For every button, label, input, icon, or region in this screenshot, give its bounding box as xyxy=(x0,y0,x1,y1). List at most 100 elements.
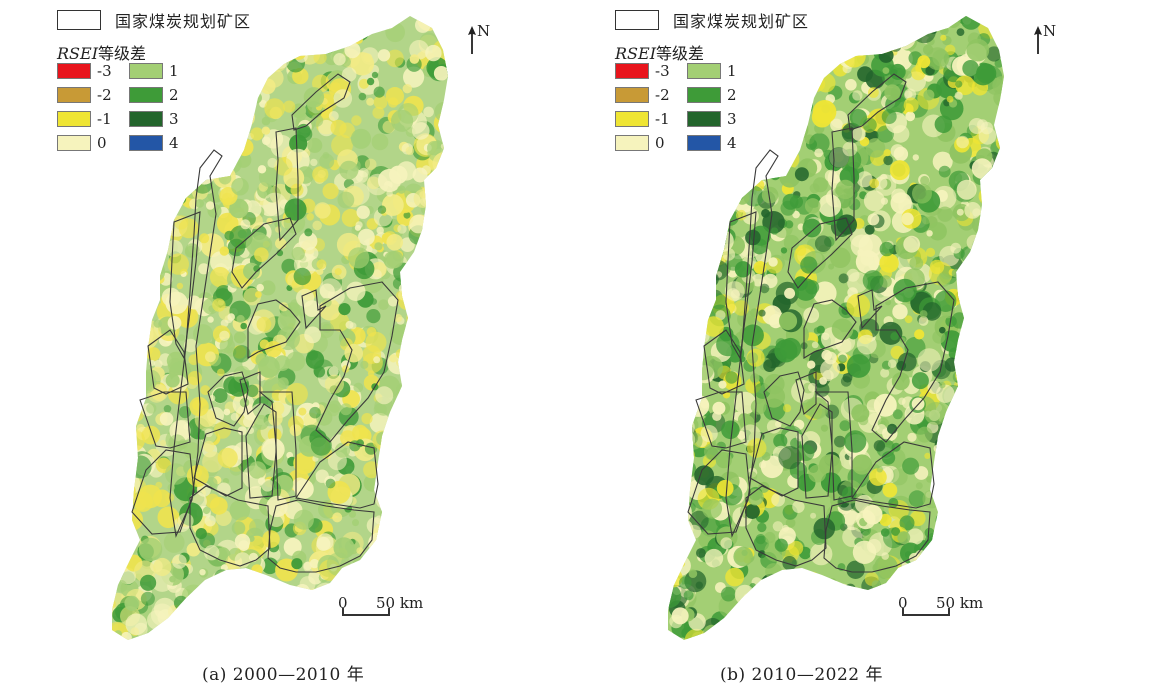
legend-value-label: 3 xyxy=(169,110,179,128)
mining-area-boundaries xyxy=(131,73,399,573)
mining-area-outline[interactable] xyxy=(745,485,827,567)
mining-area-outline[interactable] xyxy=(787,217,853,289)
legend-value-label: -1 xyxy=(655,110,670,128)
mining-area-outline[interactable] xyxy=(239,371,261,415)
mining-area-outline[interactable] xyxy=(315,281,399,443)
map-legend: 国家煤炭规划矿区 RSEI等级差 -3 1 -2 2 -1 3 0 4 xyxy=(57,8,251,152)
legend-swatch xyxy=(129,63,163,79)
legend-swatch xyxy=(57,63,91,79)
north-label: N xyxy=(477,22,491,40)
legend-swatch xyxy=(687,87,721,103)
legend-boundary-entry: 国家煤炭规划矿区 xyxy=(615,8,809,32)
north-label: N xyxy=(1043,22,1057,40)
legend-value-label: 4 xyxy=(169,134,179,152)
mining-area-outline[interactable] xyxy=(703,329,745,395)
mining-area-outline[interactable] xyxy=(291,73,351,131)
mining-area-outline[interactable] xyxy=(169,211,201,360)
legend-item: -3 xyxy=(615,62,687,80)
region-map-a[interactable] xyxy=(0,0,575,688)
legend-value-label: 2 xyxy=(169,86,179,104)
boundary-label: 国家煤炭规划矿区 xyxy=(673,12,810,31)
legend-value-label: 1 xyxy=(727,62,737,80)
legend-item: -1 xyxy=(57,110,129,128)
mining-area-outline[interactable] xyxy=(207,371,249,427)
mining-area-outline[interactable] xyxy=(147,329,189,395)
legend-title: RSEI等级差 xyxy=(57,44,147,63)
mining-area-outline[interactable] xyxy=(131,449,195,535)
legend-value-label: 2 xyxy=(727,86,737,104)
scale-bar: 0 50 km xyxy=(898,594,1018,622)
mining-area-outline[interactable] xyxy=(851,441,935,509)
legend-item: 4 xyxy=(687,134,747,152)
mining-area-outline[interactable] xyxy=(871,281,955,443)
legend-item: -2 xyxy=(615,86,687,104)
legend-swatch xyxy=(687,135,721,151)
boundary-swatch xyxy=(57,10,101,30)
legend-item: 0 xyxy=(57,134,129,152)
mining-area-outline[interactable] xyxy=(795,371,817,415)
scale-bar: 0 50 km xyxy=(338,594,458,622)
legend-item: 3 xyxy=(687,110,747,128)
legend-item: -3 xyxy=(57,62,129,80)
mining-area-outline[interactable] xyxy=(847,73,907,131)
mining-area-outline[interactable] xyxy=(189,485,271,567)
legend-swatch xyxy=(615,87,649,103)
mining-area-outline[interactable] xyxy=(687,449,751,535)
legend-value-label: 3 xyxy=(727,110,737,128)
legend-swatch xyxy=(687,63,721,79)
legend-item: 3 xyxy=(129,110,189,128)
mining-area-outline[interactable] xyxy=(749,427,799,497)
legend-boundary-entry: 国家煤炭规划矿区 xyxy=(57,8,251,32)
legend-item: 2 xyxy=(129,86,189,104)
mining-area-outline[interactable] xyxy=(295,441,379,509)
mining-area-outline[interactable] xyxy=(763,371,805,427)
north-arrow-icon xyxy=(468,26,476,54)
legend-value-label: -3 xyxy=(97,62,112,80)
boundary-label: 国家煤炭规划矿区 xyxy=(115,12,252,31)
legend-item: 1 xyxy=(687,62,747,80)
legend-classes: -3 1 -2 2 -1 3 0 4 xyxy=(57,62,251,152)
mining-area-outline[interactable] xyxy=(814,391,853,501)
legend-value-label: -2 xyxy=(655,86,670,104)
mining-area-outline[interactable] xyxy=(695,391,747,449)
legend-swatch xyxy=(615,111,649,127)
legend-swatch xyxy=(129,111,163,127)
legend-swatch xyxy=(57,111,91,127)
mining-area-outline[interactable] xyxy=(247,299,301,359)
legend-swatch xyxy=(615,63,649,79)
mining-area-outline[interactable] xyxy=(275,127,299,242)
legend-value-label: -2 xyxy=(97,86,112,104)
mining-area-outline[interactable] xyxy=(258,391,297,501)
legend-item: 1 xyxy=(129,62,189,80)
legend-swatch xyxy=(57,87,91,103)
legend-value-label: 0 xyxy=(655,134,665,152)
map-panel-a: 国家煤炭规划矿区 RSEI等级差 -3 1 -2 2 -1 3 0 4 N 0 50 km (… xyxy=(0,0,575,688)
mining-area-outline[interactable] xyxy=(725,211,757,360)
caption-b: (b) 2010—2022 年 xyxy=(720,665,883,685)
mining-area-outline[interactable] xyxy=(231,217,297,289)
boundary-swatch xyxy=(615,10,659,30)
legend-value-label: 1 xyxy=(169,62,179,80)
legend-value-label: -1 xyxy=(97,110,112,128)
legend-item: 4 xyxy=(129,134,189,152)
mining-area-outline[interactable] xyxy=(301,289,327,330)
map-panel-b: 国家煤炭规划矿区 RSEI等级差 -3 1 -2 2 -1 3 0 4 N 0 50 km (… xyxy=(558,0,1133,688)
legend-item: 0 xyxy=(615,134,687,152)
mining-area-outline[interactable] xyxy=(139,391,191,449)
legend-swatch xyxy=(129,87,163,103)
legend-swatch xyxy=(615,135,649,151)
legend-item: -1 xyxy=(615,110,687,128)
mining-area-outline[interactable] xyxy=(831,127,855,242)
map-legend: 国家煤炭规划矿区 RSEI等级差 -3 1 -2 2 -1 3 0 4 xyxy=(615,8,809,152)
mining-area-outline[interactable] xyxy=(193,427,243,497)
legend-title: RSEI等级差 xyxy=(615,44,705,63)
mining-area-outline[interactable] xyxy=(803,299,857,359)
mining-area-outline[interactable] xyxy=(857,289,883,330)
legend-swatch xyxy=(57,135,91,151)
legend-swatch xyxy=(129,135,163,151)
legend-swatch xyxy=(687,111,721,127)
mining-area-boundaries xyxy=(687,73,955,573)
caption-a: (a) 2000—2010 年 xyxy=(202,665,365,685)
region-map-b[interactable] xyxy=(558,0,1133,688)
legend-value-label: -3 xyxy=(655,62,670,80)
